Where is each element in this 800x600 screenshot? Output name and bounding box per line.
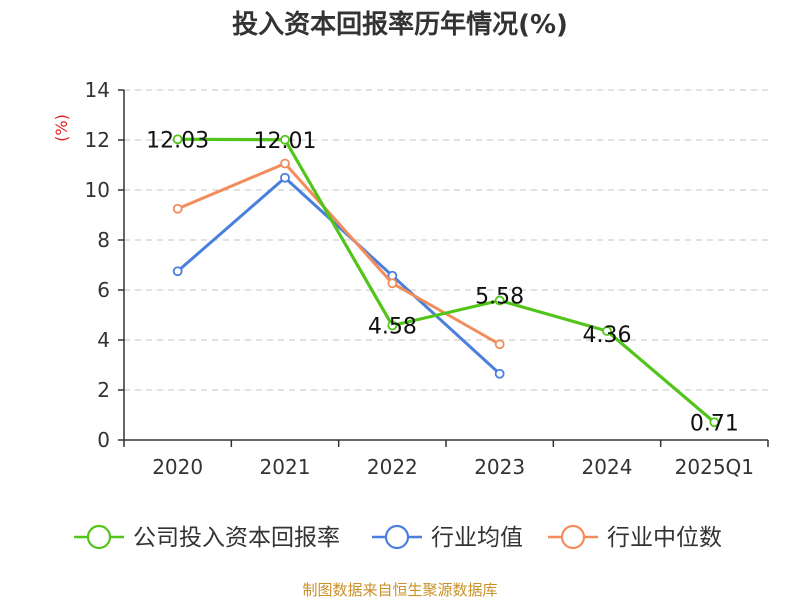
- data-labels: 12.03 12.01 4.58 5.58 4.36 0.71: [146, 128, 739, 436]
- data-point[interactable]: [494, 339, 505, 350]
- series-industry-mean: [172, 172, 505, 379]
- y-tick-label: 2: [97, 378, 110, 402]
- y-tick-label: 0: [97, 428, 110, 452]
- legend-item[interactable]: 行业均值: [372, 524, 523, 551]
- x-tick-label: 2021: [260, 455, 311, 479]
- data-point[interactable]: [387, 320, 398, 331]
- data-point[interactable]: [602, 326, 612, 336]
- y-tick-label: 8: [97, 228, 110, 252]
- data-point[interactable]: [172, 203, 183, 214]
- series-company-roic: [172, 134, 720, 428]
- data-point[interactable]: [280, 158, 290, 169]
- series-layer: [172, 134, 720, 428]
- chart-title: 投入资本回报率历年情况(%): [232, 9, 568, 40]
- source-note: 制图数据来自恒生聚源数据库: [302, 581, 497, 599]
- data-point[interactable]: [387, 278, 398, 289]
- y-tick-label: 10: [85, 178, 110, 202]
- legend-label: 行业中位数: [607, 525, 722, 551]
- data-point[interactable]: [280, 134, 290, 145]
- data-label: 0.71: [690, 411, 739, 436]
- grid: [124, 89, 768, 391]
- series-industry-median: [172, 158, 505, 350]
- data-label: 5.58: [475, 285, 524, 310]
- legend-marker-icon: [560, 524, 586, 550]
- series-line: [176, 137, 716, 424]
- y-tick-label: 12: [85, 128, 110, 152]
- x-tick-label: 2022: [367, 455, 418, 479]
- data-point[interactable]: [494, 295, 505, 306]
- legend-label: 行业均值: [431, 525, 523, 551]
- y-tick-label: 14: [85, 78, 110, 102]
- legend-item[interactable]: 行业中位数: [548, 524, 722, 551]
- data-point[interactable]: [709, 417, 720, 428]
- legend-item[interactable]: 公司投入资本回报率: [74, 524, 340, 551]
- y-axis-label: (%): [52, 114, 71, 142]
- y-tick-label: 4: [97, 328, 110, 352]
- series-line: [176, 176, 502, 376]
- legend-label: 公司投入资本回报率: [133, 525, 340, 551]
- legend[interactable]: 公司投入资本回报率 行业均值 行业中位数: [74, 524, 722, 551]
- y-tick-label: 6: [97, 278, 110, 302]
- x-tick-label: 2023: [474, 455, 525, 479]
- series-line: [176, 162, 502, 346]
- legend-marker-icon: [384, 524, 410, 550]
- data-point[interactable]: [172, 134, 183, 145]
- data-label: 12.01: [254, 129, 317, 154]
- x-tick-label: 2020: [152, 455, 203, 479]
- data-label: 4.58: [368, 315, 417, 340]
- y-axis-ticks: 0 2 4 6 8 10 12 14: [85, 78, 124, 452]
- legend-marker-icon: [86, 524, 112, 550]
- data-point[interactable]: [280, 172, 290, 183]
- data-label: 12.03: [146, 128, 209, 153]
- x-tick-label: 2025Q1: [675, 455, 754, 479]
- data-label: 4.36: [583, 323, 632, 348]
- x-tick-label: 2024: [582, 455, 633, 479]
- data-point[interactable]: [494, 368, 505, 379]
- x-axis-ticks: 2020 2021 2022 2023 2024 2025Q1: [123, 440, 769, 479]
- data-point[interactable]: [172, 266, 183, 277]
